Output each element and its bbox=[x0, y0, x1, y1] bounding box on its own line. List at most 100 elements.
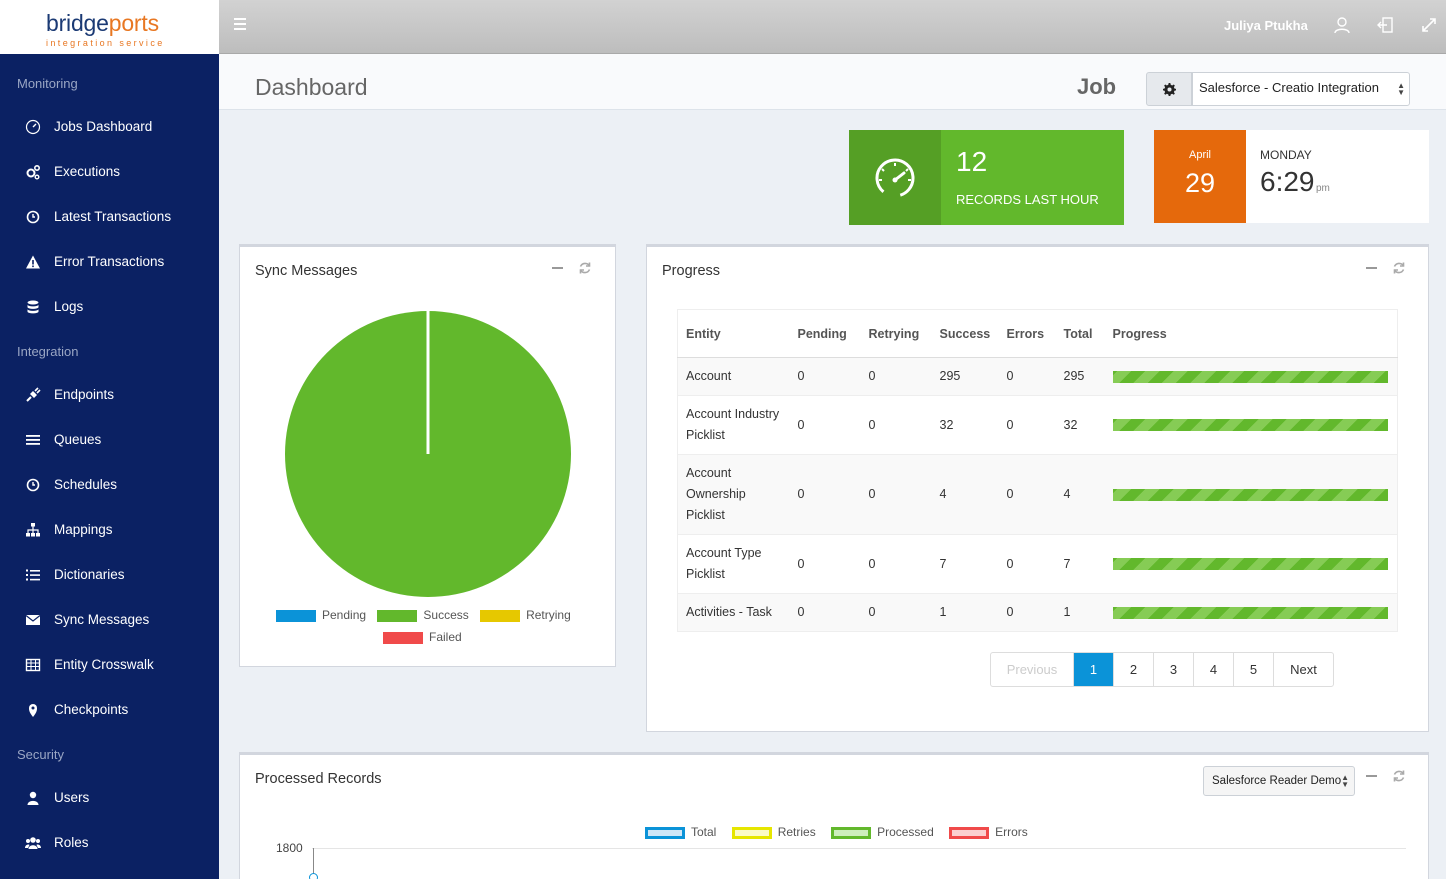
column-header[interactable]: Pending bbox=[789, 309, 861, 358]
sidebar-item-label: Roles bbox=[54, 835, 89, 850]
pagination-page-3[interactable]: 3 bbox=[1154, 653, 1194, 686]
sidebar-item-mappings[interactable]: Mappings bbox=[0, 512, 219, 548]
pending-cell: 0 bbox=[789, 357, 861, 396]
sidebar-item-entity-crosswalk[interactable]: Entity Crosswalk bbox=[0, 647, 219, 683]
logo[interactable]: bridgeports integration service bbox=[0, 0, 219, 54]
retrying-cell: 0 bbox=[860, 395, 932, 455]
time-ampm: pm bbox=[1316, 183, 1330, 194]
content-header: Dashboard Job Salesforce - Creatio Integ… bbox=[219, 54, 1446, 110]
errors-cell: 0 bbox=[998, 454, 1056, 535]
progress-cell bbox=[1104, 357, 1398, 396]
sidebar-item-users[interactable]: Users bbox=[0, 780, 219, 816]
minimize-icon[interactable] bbox=[1366, 267, 1377, 269]
legend-item-total[interactable]: Total bbox=[645, 825, 716, 839]
errors-cell: 0 bbox=[998, 534, 1056, 594]
legend-swatch bbox=[480, 609, 521, 622]
column-header[interactable]: Retrying bbox=[860, 309, 932, 358]
sidebar-item-latest-transactions[interactable]: Latest Transactions bbox=[0, 199, 219, 235]
list-ol-icon bbox=[26, 569, 40, 581]
top-bar: bridgeports integration service Juliya P… bbox=[0, 0, 1446, 54]
pagination-page-1[interactable]: 1 bbox=[1074, 653, 1114, 686]
job-select[interactable]: Salesforce - Creatio Integration ▲ ▼ bbox=[1192, 72, 1410, 106]
records-count: 12 bbox=[956, 146, 988, 177]
pagination-page-4[interactable]: 4 bbox=[1194, 653, 1234, 686]
table-row: Account Ownership Picklist 0 0 4 0 4 bbox=[677, 454, 1398, 535]
sidebar-item-dictionaries[interactable]: Dictionaries bbox=[0, 557, 219, 593]
sidebar: Monitoring Jobs Dashboard Executions Lat… bbox=[0, 54, 219, 879]
legend-swatch bbox=[377, 609, 418, 622]
sidebar-item-jobs-dashboard[interactable]: Jobs Dashboard bbox=[0, 109, 219, 145]
column-header[interactable]: Progress bbox=[1104, 309, 1398, 358]
pagination-page-5[interactable]: 5 bbox=[1234, 653, 1274, 686]
success-cell: 295 bbox=[931, 357, 999, 396]
success-cell: 32 bbox=[931, 395, 999, 455]
column-header[interactable]: Entity bbox=[677, 309, 790, 358]
date-day: 29 bbox=[1184, 168, 1216, 198]
sidebar-item-queues[interactable]: Queues bbox=[0, 422, 219, 458]
reader-select-value: Salesforce Reader Demo bbox=[1212, 775, 1342, 787]
sidebar-item-label: Latest Transactions bbox=[54, 209, 172, 224]
errors-cell: 0 bbox=[998, 357, 1056, 396]
panel-title: Progress bbox=[662, 263, 721, 279]
pending-cell: 0 bbox=[789, 454, 861, 535]
minimize-icon[interactable] bbox=[552, 267, 563, 269]
refresh-icon[interactable] bbox=[578, 261, 592, 275]
success-cell: 4 bbox=[931, 454, 999, 535]
sidebar-item-roles[interactable]: Roles bbox=[0, 825, 219, 861]
pagination-page-2[interactable]: 2 bbox=[1114, 653, 1154, 686]
hamburger-menu-icon[interactable] bbox=[234, 18, 246, 30]
clock-icon bbox=[26, 478, 40, 492]
progress-cell bbox=[1104, 454, 1398, 535]
logo-tagline: integration service bbox=[46, 38, 165, 48]
reader-select[interactable]: Salesforce Reader Demo ▲ ▼ bbox=[1203, 766, 1355, 796]
date-weekday: MONDAY bbox=[1260, 148, 1312, 162]
legend-item-success[interactable]: Success bbox=[377, 608, 469, 622]
legend-item-failed[interactable]: Failed bbox=[383, 630, 462, 644]
sidebar-item-sync-messages[interactable]: Sync Messages bbox=[0, 602, 219, 638]
y-axis-tick: 1800 bbox=[276, 841, 303, 855]
sidebar-item-checkpoints[interactable]: Checkpoints bbox=[0, 692, 219, 728]
legend-swatch bbox=[276, 609, 316, 622]
retrying-cell: 0 bbox=[860, 454, 932, 535]
job-settings-button[interactable] bbox=[1146, 72, 1192, 106]
sidebar-item-logs[interactable]: Logs bbox=[0, 289, 219, 325]
pagination-previous[interactable]: Previous bbox=[991, 653, 1074, 686]
refresh-icon[interactable] bbox=[1392, 769, 1406, 783]
progress-bar bbox=[1112, 419, 1388, 431]
progress-bar bbox=[1112, 558, 1388, 570]
sidebar-item-schedules[interactable]: Schedules bbox=[0, 467, 219, 503]
sync-messages-panel: Sync Messages Pending Success Retrying F… bbox=[239, 244, 616, 667]
data-point[interactable] bbox=[309, 873, 318, 879]
sidebar-item-endpoints[interactable]: Endpoints bbox=[0, 377, 219, 413]
pending-cell: 0 bbox=[789, 395, 861, 455]
legend-item-pending[interactable]: Pending bbox=[276, 608, 366, 622]
pie-legend: Pending Success Retrying bbox=[276, 608, 571, 622]
calendar-block: April 29 bbox=[1154, 130, 1246, 223]
fullscreen-icon[interactable] bbox=[1420, 16, 1438, 34]
sidebar-item-label: Queues bbox=[54, 432, 102, 447]
user-name[interactable]: Juliya Ptukha bbox=[1224, 18, 1308, 33]
column-header[interactable]: Total bbox=[1055, 309, 1105, 358]
sitemap-icon bbox=[26, 523, 40, 537]
job-label: Job bbox=[1077, 74, 1117, 99]
minimize-icon[interactable] bbox=[1366, 775, 1377, 777]
user-profile-icon[interactable] bbox=[1333, 16, 1351, 34]
pagination-next[interactable]: Next bbox=[1290, 662, 1317, 677]
sidebar-item-label: Dictionaries bbox=[54, 567, 125, 582]
sidebar-item-label: Jobs Dashboard bbox=[54, 119, 153, 134]
column-header[interactable]: Errors bbox=[998, 309, 1056, 358]
sidebar-item-executions[interactable]: Executions bbox=[0, 154, 219, 190]
sidebar-item-error-transactions[interactable]: Error Transactions bbox=[0, 244, 219, 280]
legend-item-processed[interactable]: Processed bbox=[831, 825, 934, 839]
legend-item-retries[interactable]: Retries bbox=[731, 825, 816, 839]
legend-item-errors[interactable]: Errors bbox=[949, 825, 1028, 839]
column-header[interactable]: Success bbox=[931, 309, 999, 358]
legend-item-retrying[interactable]: Retrying bbox=[480, 608, 571, 622]
cogs-icon bbox=[26, 164, 41, 180]
refresh-icon[interactable] bbox=[1392, 261, 1406, 275]
table-header-row: Entity Pending Retrying Success Errors T… bbox=[677, 309, 1398, 358]
logout-icon[interactable] bbox=[1377, 16, 1395, 34]
success-cell: 1 bbox=[931, 593, 999, 632]
table-row: Activities - Task 0 0 1 0 1 bbox=[677, 593, 1398, 632]
records-label: RECORDS LAST HOUR bbox=[956, 192, 1099, 207]
